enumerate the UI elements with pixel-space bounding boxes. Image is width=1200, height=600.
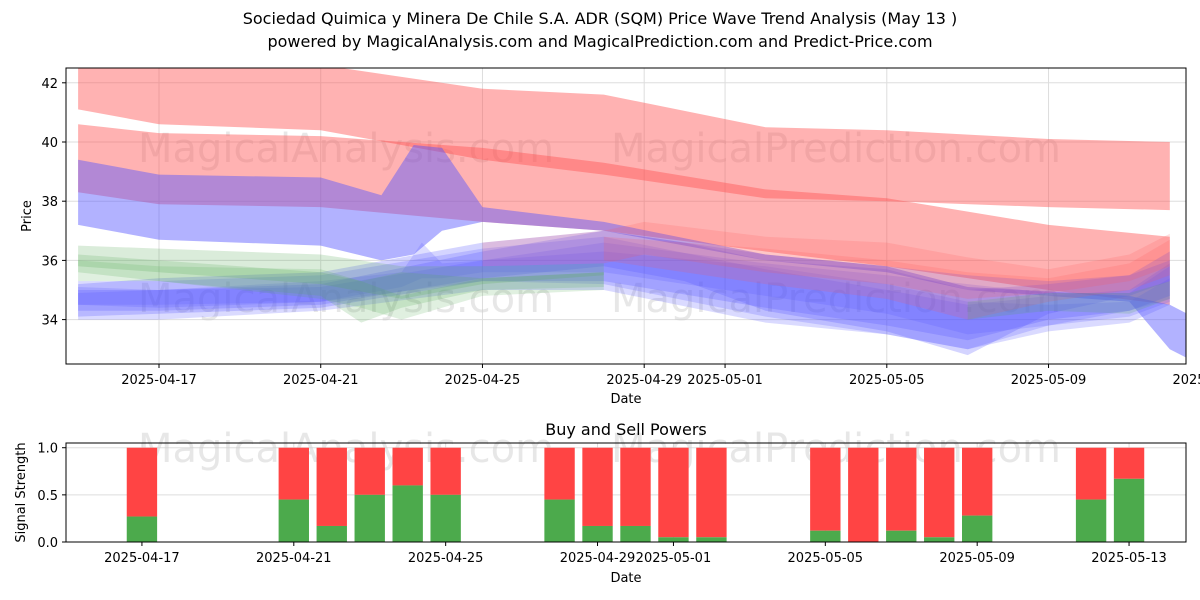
- signal-x-tick-label: 2025-04-17: [104, 551, 180, 566]
- wave-band-blue-2: [78, 145, 1186, 358]
- buy-power-bar: [316, 525, 347, 542]
- price-x-tick-label: 2025-05-01: [687, 373, 763, 388]
- price-plot-frame: [65, 67, 1187, 365]
- buy-power-bar: [392, 485, 423, 542]
- signal-x-axis-label: Date: [610, 571, 641, 586]
- signal-chart-title: Buy and Sell Powers: [545, 420, 707, 439]
- sell-power-bar: [430, 447, 461, 495]
- wave-band-red-0: [78, 68, 1170, 211]
- signal-x-tick-label: 2025-05-09: [939, 551, 1015, 566]
- price-x-tick-label: 2025-05-05: [849, 373, 925, 388]
- buy-power-bar: [430, 494, 461, 542]
- sell-power-bar: [658, 447, 689, 538]
- price-x-tick-label: 2025-04-21: [283, 373, 359, 388]
- signal-plot-frame: [65, 442, 1187, 543]
- signal-x-tick-label: 2025-04-21: [256, 551, 332, 566]
- buy-power-bar: [810, 530, 841, 542]
- price-x-tick-label: 2025-05-09: [1011, 373, 1087, 388]
- sell-power-bar: [810, 447, 841, 531]
- sell-power-bar: [1075, 447, 1107, 500]
- wave-band-green-12: [78, 260, 604, 320]
- buy-power-bar: [544, 499, 575, 542]
- wave-band-red-8: [482, 221, 1170, 299]
- buy-power-bar: [924, 537, 955, 542]
- buy-power-bar: [354, 494, 385, 542]
- buy-power-bar: [126, 516, 158, 542]
- buy-power-bar: [620, 525, 651, 542]
- price-y-axis-label: Price: [20, 200, 35, 232]
- signal-x-tick-label: 2025-04-29: [560, 551, 636, 566]
- price-y-tick-label: 40: [41, 136, 58, 151]
- sell-power-bar: [582, 447, 613, 526]
- price-y-tick-label: 34: [41, 314, 58, 329]
- sell-power-bar: [354, 447, 385, 495]
- sell-power-bar: [962, 447, 993, 516]
- sell-power-bar: [278, 447, 309, 500]
- signal-x-tick-label: 2025-05-01: [636, 551, 712, 566]
- buy-power-bar: [1113, 478, 1145, 542]
- signal-x-tick-label: 2025-05-05: [788, 551, 864, 566]
- price-x-tick-label: 2025-04-25: [445, 373, 521, 388]
- buy-power-bar: [962, 515, 993, 542]
- watermark-right: MagicalPrediction.com: [611, 126, 1061, 172]
- signal-x-tick-label: 2025-04-25: [408, 551, 484, 566]
- price-x-tick-label: 2025-05-13: [1172, 373, 1200, 388]
- sell-power-bar: [886, 447, 917, 531]
- wave-band-green-10: [78, 245, 604, 299]
- sell-power-bar: [316, 447, 347, 526]
- wave-band-red-9: [603, 236, 1170, 320]
- watermark-left: MagicalAnalysis.com: [138, 126, 554, 172]
- sell-power-bar: [126, 447, 158, 517]
- price-y-tick-label: 36: [41, 254, 58, 269]
- price-y-tick-label: 38: [41, 195, 58, 210]
- signal-y-tick-label: 1.0: [37, 442, 58, 457]
- wave-band-blue-6: [78, 236, 1170, 350]
- sell-power-bar: [696, 447, 727, 538]
- wave-band-blue-7: [78, 242, 1170, 335]
- signal-x-tick-label: 2025-05-13: [1091, 551, 1167, 566]
- price-x-tick-label: 2025-04-29: [606, 373, 682, 388]
- price-y-tick-label: 42: [41, 77, 58, 92]
- sell-power-bar: [544, 447, 575, 500]
- sell-power-bar: [620, 447, 651, 526]
- sell-power-bar: [924, 447, 955, 538]
- sell-power-bar: [848, 447, 879, 542]
- wave-band-blue-4: [78, 242, 1170, 350]
- sell-power-bar: [1113, 447, 1145, 479]
- chart-subtitle: powered by MagicalAnalysis.com and Magic…: [267, 32, 933, 51]
- watermark-right-lower: MagicalPrediction.com: [611, 276, 1061, 322]
- wave-band-blue-3: [78, 230, 1170, 341]
- wave-band-green-13: [967, 281, 1170, 320]
- signal-y-axis-label: Signal Strength: [14, 442, 29, 542]
- buy-power-bar: [582, 525, 613, 542]
- watermark-left-lower: MagicalAnalysis.com: [138, 276, 554, 322]
- chart-title: Sociedad Quimica y Minera De Chile S.A. …: [242, 9, 958, 28]
- signal-y-tick-label: 0.5: [37, 489, 58, 504]
- price-x-axis-label: Date: [610, 392, 641, 407]
- buy-power-bar: [658, 537, 689, 542]
- buy-power-bar: [886, 530, 917, 542]
- wave-band-red-1: [78, 124, 1170, 305]
- buy-power-bar: [278, 499, 309, 542]
- sell-power-bar: [392, 447, 423, 486]
- buy-power-bar: [696, 537, 727, 542]
- signal-y-tick-label: 0.0: [37, 536, 58, 551]
- price-x-tick-label: 2025-04-17: [121, 373, 197, 388]
- wave-band-blue-5: [78, 230, 1170, 356]
- wave-band-green-11: [78, 254, 604, 323]
- buy-power-bar: [1075, 499, 1107, 542]
